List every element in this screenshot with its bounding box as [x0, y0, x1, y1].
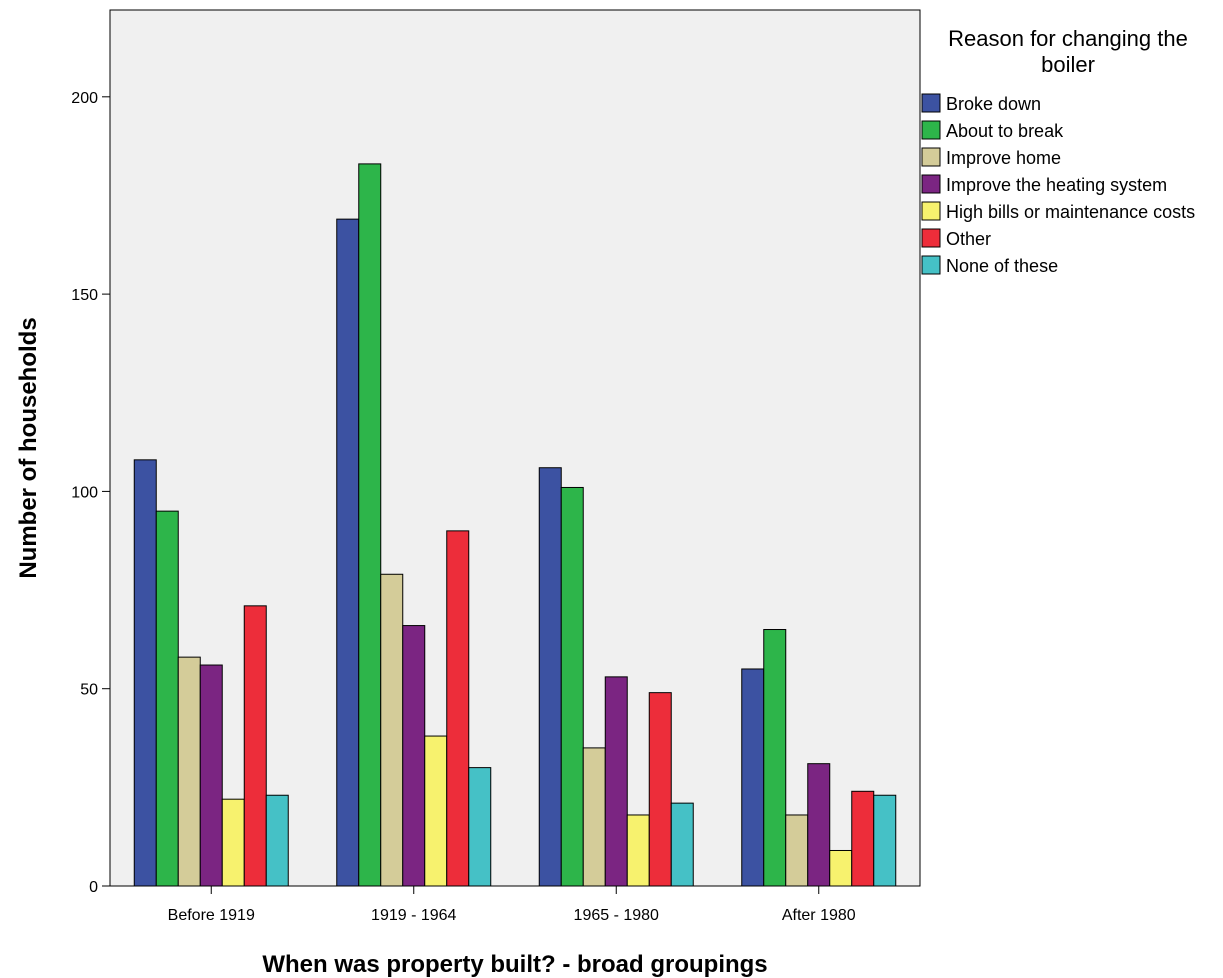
legend-swatch — [921, 147, 941, 167]
bar — [873, 794, 897, 887]
y-tick-label: 200 — [71, 90, 98, 107]
bar — [424, 735, 448, 887]
legend-label: About to break — [946, 121, 1064, 141]
y-tick-label: 150 — [71, 287, 98, 304]
bar — [177, 656, 201, 887]
legend-swatch — [921, 255, 941, 275]
bar — [560, 486, 584, 887]
bar — [670, 802, 694, 887]
legend-label: Improve the heating system — [946, 175, 1167, 195]
bar — [380, 573, 404, 887]
y-axis-title: Number of households — [15, 317, 42, 578]
x-tick-label: After 1980 — [782, 907, 856, 924]
bar — [626, 814, 650, 887]
bar — [648, 692, 672, 887]
bar — [265, 794, 289, 887]
legend-label: Improve home — [946, 148, 1061, 168]
bar — [446, 530, 470, 887]
bar — [155, 510, 179, 887]
legend-label: High bills or maintenance costs — [946, 202, 1195, 222]
legend-swatch — [921, 93, 941, 113]
bar — [243, 605, 267, 887]
bar — [851, 790, 875, 887]
bar — [807, 763, 831, 887]
bar — [582, 747, 606, 887]
y-tick-label: 50 — [80, 682, 98, 699]
x-tick-label: 1965 - 1980 — [574, 907, 660, 924]
legend-swatch — [921, 174, 941, 194]
legend-items: Broke down About to break Improve home Impr… — [921, 93, 1195, 276]
bar — [221, 798, 245, 887]
bar — [358, 163, 382, 887]
y-tick-label: 0 — [89, 879, 98, 896]
bar — [199, 664, 223, 887]
bar — [763, 629, 787, 887]
legend-label: None of these — [946, 256, 1058, 276]
legend-label: Other — [946, 229, 991, 249]
bar — [829, 849, 853, 887]
bar — [133, 459, 157, 887]
bar — [741, 668, 765, 887]
bar — [785, 814, 809, 887]
legend-swatch — [921, 201, 941, 221]
bars-group — [133, 163, 897, 887]
x-tick-label: Before 1919 — [168, 907, 255, 924]
bar — [538, 467, 562, 887]
bar — [604, 676, 628, 887]
y-tick-label: 100 — [71, 484, 98, 501]
x-axis-title: When was property built? - broad groupin… — [262, 951, 767, 978]
bar — [468, 767, 492, 887]
x-tick-label: 1919 - 1964 — [371, 907, 457, 924]
bar — [402, 625, 426, 887]
legend-swatch — [921, 120, 941, 140]
y-axis: 0 50 100 150 200 — [71, 90, 110, 896]
x-axis: Before 1919 1919 - 1964 1965 - 1980 After 1… — [168, 886, 856, 924]
legend-title: Reason for changing the boiler — [948, 26, 1188, 77]
legend: Reason for changing the boiler Broke down… — [921, 26, 1195, 276]
plot-area — [109, 9, 921, 887]
legend-swatch — [921, 228, 941, 248]
bar — [336, 218, 360, 887]
legend-label: Broke down — [946, 94, 1041, 114]
